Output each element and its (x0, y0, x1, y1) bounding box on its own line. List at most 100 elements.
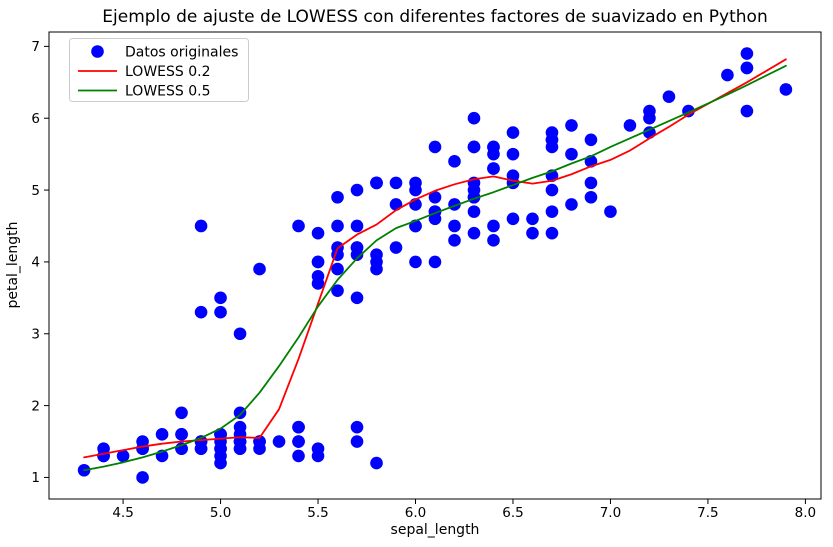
scatter-point (214, 291, 227, 305)
scatter-point (565, 198, 578, 211)
y-tick-label: 7 (31, 39, 40, 55)
scatter-point (584, 133, 598, 147)
scatter-point (545, 226, 559, 240)
y-tick-label: 6 (31, 111, 40, 127)
scatter-point (350, 291, 364, 305)
scatter-point (526, 226, 539, 240)
x-tick-label: 5.0 (210, 505, 231, 521)
scatter-point (565, 147, 578, 161)
legend-label: LOWESS 0.2 (125, 64, 211, 80)
scatter-point (214, 442, 227, 456)
scatter-point (136, 471, 149, 484)
x-tick-label: 5.5 (307, 505, 328, 521)
scatter-point (428, 190, 442, 204)
scatter-point (292, 420, 305, 434)
scatter-point (389, 198, 403, 211)
scatter-point (311, 255, 325, 269)
scatter-point (311, 226, 325, 240)
legend-item-lowess-02: LOWESS 0.2 (78, 64, 211, 80)
y-tick-label: 3 (31, 327, 40, 343)
scatter-point (584, 176, 598, 190)
scatter-point (448, 234, 461, 247)
scatter-point (428, 255, 442, 269)
scatter-point (584, 190, 598, 204)
scatter-point (506, 126, 520, 139)
scatter-point (350, 219, 364, 233)
scatter-point (487, 234, 500, 247)
scatter-point (409, 183, 422, 197)
scatter-point (350, 420, 364, 434)
x-axis-label: sepal_length (391, 522, 480, 538)
scatter-point (331, 219, 344, 233)
scatter-point (487, 147, 500, 161)
y-tick-label: 2 (31, 398, 40, 414)
x-tick-label: 8.0 (795, 505, 816, 521)
scatter-point (155, 428, 169, 441)
scatter-point (233, 428, 247, 441)
scatter-point (467, 140, 481, 154)
scatter-point (272, 435, 286, 448)
scatter-point (545, 133, 559, 147)
scatter-point (662, 90, 676, 103)
scatter-point (467, 111, 481, 125)
scatter-point (545, 205, 559, 218)
scatter-point (389, 176, 403, 190)
scatter-point (370, 456, 383, 470)
scatter-point (233, 406, 247, 420)
scatter-point (779, 83, 793, 96)
scatter-point (526, 212, 539, 226)
scatter-point (116, 449, 130, 463)
scatter-point (175, 428, 188, 441)
scatter-point (331, 284, 344, 297)
scatter-point (136, 442, 149, 456)
scatter-point (506, 147, 520, 161)
scatter-point (311, 449, 325, 463)
y-tick-label: 4 (31, 255, 40, 271)
scatter-point (194, 305, 208, 319)
scatter-point (370, 255, 383, 269)
x-tick-label: 7.0 (600, 505, 621, 521)
scatter-point (292, 219, 305, 233)
legend-box (69, 38, 249, 102)
scatter-marker-icon (91, 45, 104, 58)
legend: Datos originales LOWESS 0.2 LOWESS 0.5 (69, 38, 249, 102)
scatter-point (311, 277, 325, 290)
scatter-point (350, 435, 364, 448)
scatter-point (350, 248, 364, 262)
scatter-point (487, 162, 500, 175)
scatter-point (623, 119, 637, 132)
legend-label: LOWESS 0.5 (125, 84, 211, 100)
scatter-point (214, 428, 227, 441)
scatter-point (487, 219, 500, 233)
scatter-point (194, 219, 208, 233)
scatter-point (721, 68, 734, 82)
y-axis-label: petal_length (5, 221, 21, 308)
plot-frame (48, 31, 822, 500)
scatter-point (643, 111, 656, 125)
scatter-point (506, 169, 520, 182)
scatter-point (448, 219, 461, 233)
x-tick-label: 6.5 (502, 505, 523, 521)
scatter-point (331, 262, 344, 276)
x-tick-label: 7.5 (697, 505, 718, 521)
scatter-point (740, 61, 754, 75)
y-tick-label: 1 (31, 470, 40, 486)
scatter-point (467, 183, 481, 197)
scatter-point (448, 155, 461, 168)
scatter-point (604, 205, 617, 218)
scatter-point (292, 449, 305, 463)
x-tick-label: 6.0 (405, 505, 426, 521)
scatter-point (350, 183, 364, 197)
scatter-point (253, 262, 266, 276)
scatter-point (545, 183, 559, 197)
legend-item-lowess-05: LOWESS 0.5 (78, 84, 211, 100)
scatter-point (428, 212, 442, 226)
scatter-point (565, 119, 578, 132)
scatter-point (409, 255, 422, 269)
legend-item-datos-originales: Datos originales (91, 45, 238, 61)
x-tick-label: 4.5 (112, 505, 133, 521)
scatter-point (97, 449, 110, 463)
scatter-point (740, 104, 754, 118)
